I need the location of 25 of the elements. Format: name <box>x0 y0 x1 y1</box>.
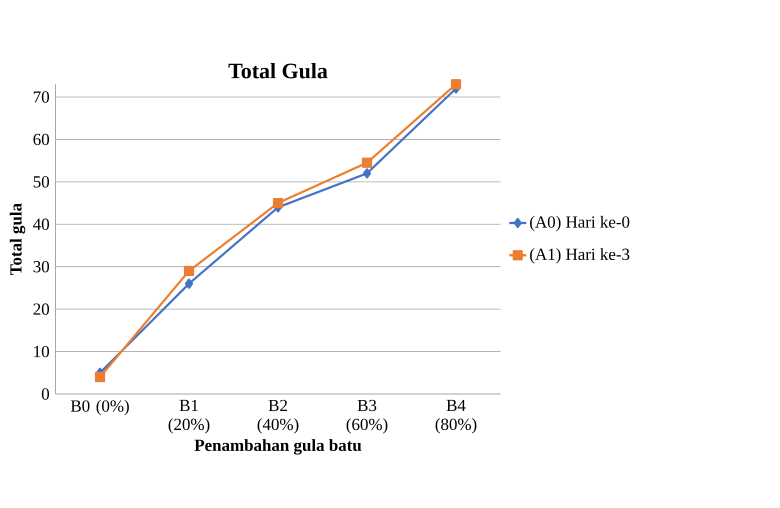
point <box>184 266 194 276</box>
chart-title: Total Gula <box>228 62 328 78</box>
y-tick-label: 30 <box>34 260 50 272</box>
y-tick-label: 70 <box>34 91 50 103</box>
y-tick-label: 10 <box>34 346 50 358</box>
y-axis-title: Total gula <box>10 203 26 276</box>
x-tick-label: B4 (80%) <box>436 400 476 434</box>
y-tick-label: 60 <box>33 134 50 146</box>
x-tick-label: B3 (60%) <box>346 400 388 434</box>
point <box>362 168 372 178</box>
x-tick-label: B2 (40%) <box>258 400 298 434</box>
point <box>362 158 372 168</box>
y-tick-label: 40 <box>33 218 50 230</box>
point <box>184 278 194 289</box>
legend-label: (A1) Hari ke-3 <box>530 248 630 264</box>
point <box>94 372 106 382</box>
x-axis-title: Penambahan gula batu <box>194 439 362 455</box>
x-tick-label: B1 (20%) <box>168 400 210 434</box>
x-tick-label: B0 (0%) <box>70 400 129 416</box>
y-tick-label: 20 <box>33 303 50 315</box>
point <box>272 198 284 208</box>
legend-label: (A0) Hari ke-0 <box>530 216 630 232</box>
point <box>450 79 462 90</box>
y-tick-label: 50 <box>34 176 50 188</box>
y-tick-label: 0 <box>42 388 50 400</box>
